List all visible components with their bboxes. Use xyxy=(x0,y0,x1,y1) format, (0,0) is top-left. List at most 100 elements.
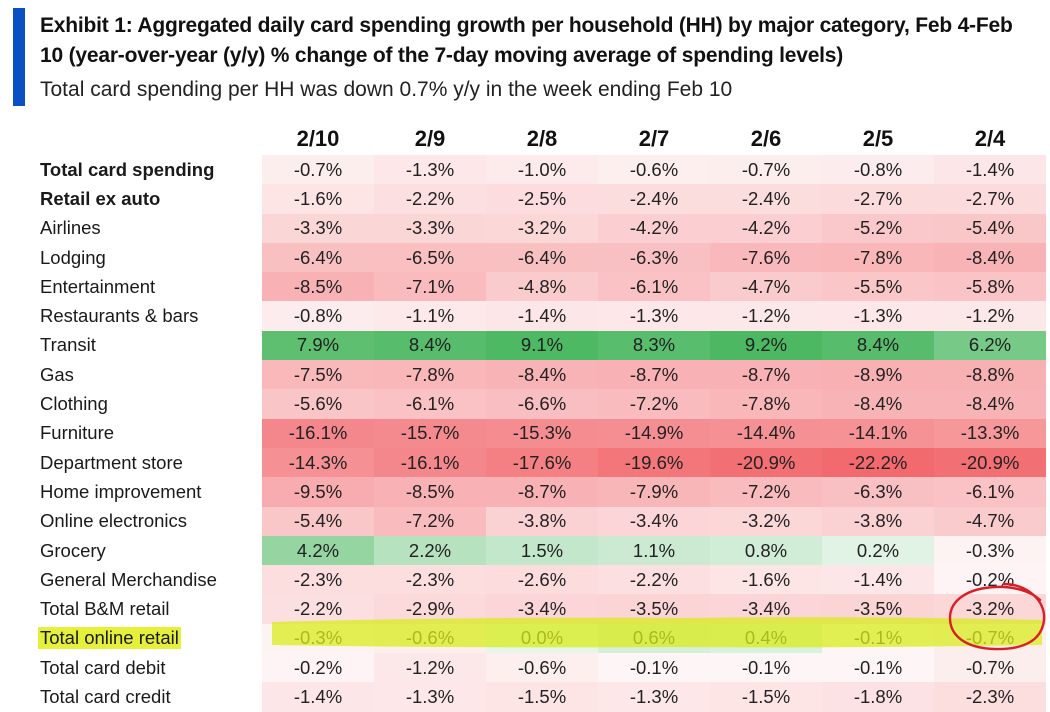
table-row: Transit 7.9% 8.4% 9.1% 8.3% 9.2% 8.4% 6.2% xyxy=(40,330,1046,361)
row-label-text: Total card spending xyxy=(40,158,215,180)
data-cell: 8.4% xyxy=(822,330,934,361)
data-cell: -0.3% xyxy=(934,535,1046,566)
data-cell: -0.1% xyxy=(822,653,934,683)
row-label: General Merchandise xyxy=(40,565,262,594)
data-cell: -0.6% xyxy=(486,653,598,683)
data-cell: -1.6% xyxy=(262,184,374,214)
data-cell: 8.3% xyxy=(598,330,710,361)
table-row: Entertainment -8.5% -7.1% -4.8% -6.1% -4.7% -5… xyxy=(40,272,1046,302)
data-cell: -7.8% xyxy=(710,389,822,419)
data-cell: -3.4% xyxy=(486,594,598,624)
data-cell: 9.2% xyxy=(710,330,822,361)
data-cell: -20.9% xyxy=(934,447,1046,478)
data-cell: -1.2% xyxy=(934,301,1046,331)
data-cell: -1.3% xyxy=(598,682,710,712)
data-cell: -3.8% xyxy=(822,506,934,536)
data-cell: -13.3% xyxy=(934,418,1046,448)
data-cell: -8.9% xyxy=(822,360,934,390)
data-cell: -0.7% xyxy=(934,623,1046,654)
table-row: Grocery 4.2% 2.2% 1.5% 1.1% 0.8% 0.2% -0.3% xyxy=(40,535,1046,566)
row-label: Total B&M retail xyxy=(40,594,262,623)
table-row: Department store -14.3% -16.1% -17.6% -19.6%… xyxy=(40,447,1046,478)
data-cell: -2.4% xyxy=(710,184,822,214)
row-label-text: Gas xyxy=(40,363,74,385)
data-cell: -8.4% xyxy=(486,360,598,390)
header-row: 2/10 2/9 2/8 2/7 2/6 2/5 2/4 xyxy=(40,123,1046,155)
data-cell: -3.4% xyxy=(598,506,710,536)
data-cell: -6.1% xyxy=(598,272,710,302)
data-cell: -7.2% xyxy=(598,389,710,419)
data-cell: -2.2% xyxy=(374,184,486,214)
row-label-text: Total card debit xyxy=(40,656,166,678)
row-label-text: General Merchandise xyxy=(40,568,217,590)
data-cell: -8.8% xyxy=(934,360,1046,390)
data-cell: 0.8% xyxy=(710,535,822,566)
data-cell: -4.7% xyxy=(710,272,822,302)
row-label: Total card credit xyxy=(40,682,262,711)
data-cell: -4.2% xyxy=(598,213,710,243)
row-label-text: Total online retail xyxy=(38,627,181,650)
table-body: Total card spending -0.7% -1.3% -1.0% -0.6% -… xyxy=(38,155,1046,712)
data-cell: -1.4% xyxy=(934,155,1046,185)
accent-bar xyxy=(13,8,25,106)
table-row: General Merchandise -2.3% -2.3% -2.6% -2.2% -… xyxy=(40,565,1046,595)
data-cell: 6.2% xyxy=(934,330,1046,361)
data-cell: -8.7% xyxy=(598,360,710,390)
data-cell: -6.4% xyxy=(486,242,598,273)
data-cell: -2.7% xyxy=(934,184,1046,214)
row-label-text: Grocery xyxy=(40,539,106,561)
table-row: Total card spending -0.7% -1.3% -1.0% -0.6% -… xyxy=(40,155,1046,185)
row-label: Total online retail xyxy=(38,624,262,653)
data-cell: -1.3% xyxy=(822,301,934,331)
data-cell: -22.2% xyxy=(822,447,934,478)
table-row: Home improvement -9.5% -8.5% -8.7% -7.9% -7.2… xyxy=(40,477,1046,507)
data-cell: -2.3% xyxy=(262,565,374,595)
data-cell: -2.2% xyxy=(262,594,374,624)
data-cell: -2.3% xyxy=(374,565,486,595)
table-row: Furniture -16.1% -15.7% -15.3% -14.9% -14.4% -… xyxy=(40,418,1046,448)
data-cell: -9.5% xyxy=(262,477,374,507)
data-cell: 0.2% xyxy=(822,535,934,566)
data-cell: -3.5% xyxy=(598,594,710,624)
data-cell: -0.7% xyxy=(934,653,1046,683)
data-cell: 0.4% xyxy=(710,623,822,654)
data-cell: -1.4% xyxy=(262,682,374,712)
data-cell: -14.3% xyxy=(262,447,374,478)
row-label-text: Online electronics xyxy=(40,510,188,532)
data-cell: -1.3% xyxy=(598,301,710,331)
data-cell: 4.2% xyxy=(262,535,374,566)
row-label: Clothing xyxy=(40,389,262,418)
data-cell: -0.1% xyxy=(710,653,822,683)
data-cell: -0.3% xyxy=(262,623,374,654)
data-cell: -0.6% xyxy=(374,623,486,654)
row-label-text: Entertainment xyxy=(40,275,156,297)
data-cell: -7.2% xyxy=(710,477,822,507)
data-cell: -8.7% xyxy=(486,477,598,507)
data-cell: -0.1% xyxy=(598,653,710,683)
data-cell: -0.6% xyxy=(598,155,710,185)
row-label-text: Restaurants & bars xyxy=(40,305,199,327)
table-row: Airlines -3.3% -3.3% -3.2% -4.2% -4.2% -5.2% -5… xyxy=(40,213,1046,243)
data-cell: -3.3% xyxy=(262,213,374,243)
data-cell: -6.1% xyxy=(374,389,486,419)
table-row: Total online retail -0.3% -0.6% 0.0% 0.6% 0.4… xyxy=(38,623,1046,654)
data-cell: -4.2% xyxy=(710,213,822,243)
row-label: Furniture xyxy=(40,419,262,448)
data-cell: -5.8% xyxy=(934,272,1046,302)
corner-cell xyxy=(40,123,262,155)
data-cell: 7.9% xyxy=(262,330,374,361)
data-cell: -17.6% xyxy=(486,447,598,478)
data-cell: -2.9% xyxy=(374,594,486,624)
chart-subtitle: Total card spending per HH was down 0.7%… xyxy=(40,78,733,101)
data-cell: -20.9% xyxy=(710,447,822,478)
data-cell: -2.5% xyxy=(486,184,598,214)
data-cell: -1.2% xyxy=(374,653,486,683)
table-row: Online electronics -5.4% -7.2% -3.8% -3.4% -3… xyxy=(40,506,1046,536)
data-cell: -0.2% xyxy=(934,565,1046,595)
data-cell: -5.4% xyxy=(934,213,1046,243)
data-cell: -8.4% xyxy=(822,389,934,419)
data-cell: -14.9% xyxy=(598,418,710,448)
data-cell: -16.1% xyxy=(262,418,374,448)
data-cell: -1.2% xyxy=(710,301,822,331)
data-cell: 1.5% xyxy=(486,535,598,566)
